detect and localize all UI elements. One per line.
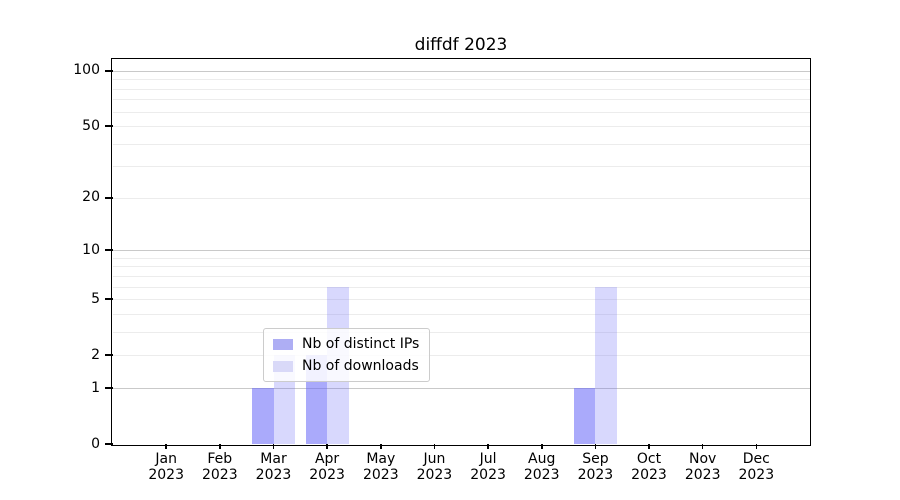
- x-tick-mark: [487, 444, 489, 449]
- y-tick-mark: [104, 387, 113, 389]
- x-tick-label: Jun 2023: [404, 451, 464, 483]
- y-tick-label: 20: [82, 189, 100, 206]
- x-tick-label: Jan 2023: [136, 451, 196, 483]
- x-tick-month: Jan: [155, 451, 177, 467]
- x-tick-month: Dec: [742, 451, 770, 467]
- bar-distinct-ips: [573, 388, 596, 444]
- y-tick-label: 5: [91, 290, 100, 307]
- x-tick-month: May: [366, 451, 396, 467]
- x-tick-mark: [701, 444, 704, 449]
- x-tick-month: Feb: [207, 451, 233, 467]
- chart-title: diffdf 2023: [414, 35, 508, 55]
- x-tick-year: 2023: [684, 466, 721, 483]
- minor-gridline: [112, 143, 810, 145]
- x-tick-year: 2023: [416, 466, 453, 483]
- x-tick-mark: [326, 444, 328, 449]
- minor-gridline: [112, 99, 810, 101]
- x-tick-mark: [165, 444, 167, 449]
- x-tick-year: 2023: [362, 466, 399, 483]
- bar-downloads: [595, 286, 617, 444]
- major-gridline: [112, 250, 810, 252]
- minor-gridline: [112, 313, 810, 315]
- x-tick-label: Jul 2023: [458, 451, 518, 483]
- x-tick-mark: [219, 444, 221, 449]
- x-tick-month: Jul: [479, 451, 497, 467]
- y-tick-mark: [104, 125, 113, 127]
- minor-gridline: [112, 166, 810, 168]
- y-tick-label: 0: [91, 435, 100, 452]
- x-tick-year: 2023: [523, 466, 560, 483]
- y-tick-label: 100: [73, 62, 100, 79]
- minor-gridline: [112, 111, 810, 113]
- minor-gridline: [112, 126, 810, 128]
- minor-gridline: [112, 331, 810, 333]
- x-tick-mark: [272, 444, 275, 449]
- y-tick-label: 1: [91, 379, 100, 396]
- y-tick-label: 2: [91, 346, 100, 363]
- x-tick-year: 2023: [201, 466, 238, 483]
- legend-label: Nb of downloads: [302, 358, 419, 374]
- x-tick-year: 2023: [738, 466, 775, 483]
- x-tick-year: 2023: [148, 466, 184, 483]
- y-tick-mark: [104, 298, 113, 300]
- legend: Nb of distinct IPs Nb of downloads: [263, 328, 431, 382]
- x-tick-year: 2023: [255, 466, 292, 483]
- x-tick-year: 2023: [470, 466, 506, 483]
- x-tick-label: Sep 2023: [565, 451, 625, 483]
- x-tick-label: Feb 2023: [190, 451, 250, 483]
- x-tick-mark: [433, 444, 436, 449]
- minor-gridline: [112, 266, 810, 268]
- legend-swatch: [273, 360, 293, 372]
- major-gridline: [112, 70, 810, 72]
- x-tick-mark: [755, 444, 758, 449]
- minor-gridline: [112, 275, 810, 277]
- x-tick-mark: [541, 444, 543, 449]
- y-tick-mark: [104, 249, 113, 251]
- x-tick-mark: [594, 444, 597, 449]
- minor-gridline: [112, 355, 810, 357]
- x-tick-year: 2023: [309, 466, 345, 483]
- x-tick-year: 2023: [631, 466, 667, 483]
- x-tick-label: Nov 2023: [673, 451, 733, 483]
- x-tick-mark: [648, 444, 650, 449]
- legend-entry: Nb of distinct IPs: [273, 336, 419, 352]
- minor-gridline: [112, 79, 810, 81]
- plot-area: [112, 59, 810, 444]
- legend-entry: Nb of downloads: [273, 358, 419, 374]
- minor-gridline: [112, 197, 810, 199]
- x-tick-label: May 2023: [351, 451, 411, 483]
- minor-gridline: [112, 299, 810, 301]
- x-tick-year: 2023: [577, 466, 614, 483]
- x-tick-label: Dec 2023: [726, 451, 786, 483]
- y-tick-mark: [104, 443, 113, 445]
- bar-distinct-ips: [252, 388, 274, 444]
- x-tick-mark: [380, 444, 382, 449]
- minor-gridline: [112, 88, 810, 90]
- legend-swatch: [273, 338, 293, 350]
- x-tick-month: Sep: [582, 451, 609, 467]
- legend-label: Nb of distinct IPs: [302, 336, 420, 352]
- x-tick-month: Aug: [528, 451, 556, 467]
- y-tick-mark: [104, 197, 113, 199]
- x-tick-month: Apr: [314, 451, 340, 467]
- x-tick-month: Nov: [689, 451, 717, 467]
- x-tick-month: Oct: [636, 451, 662, 467]
- y-tick-mark: [104, 354, 113, 356]
- x-tick-label: Apr 2023: [297, 451, 357, 483]
- major-gridline: [112, 388, 810, 389]
- y-tick-label: 10: [82, 241, 100, 258]
- x-tick-label: Oct 2023: [619, 451, 679, 483]
- minor-gridline: [112, 257, 810, 259]
- y-tick-label: 50: [82, 117, 100, 134]
- minor-gridline: [112, 286, 810, 288]
- x-tick-month: Mar: [260, 451, 287, 467]
- x-tick-label: Aug 2023: [512, 451, 572, 483]
- x-tick-month: Jun: [423, 451, 446, 467]
- x-tick-label: Mar 2023: [244, 451, 304, 483]
- y-tick-mark: [104, 70, 113, 72]
